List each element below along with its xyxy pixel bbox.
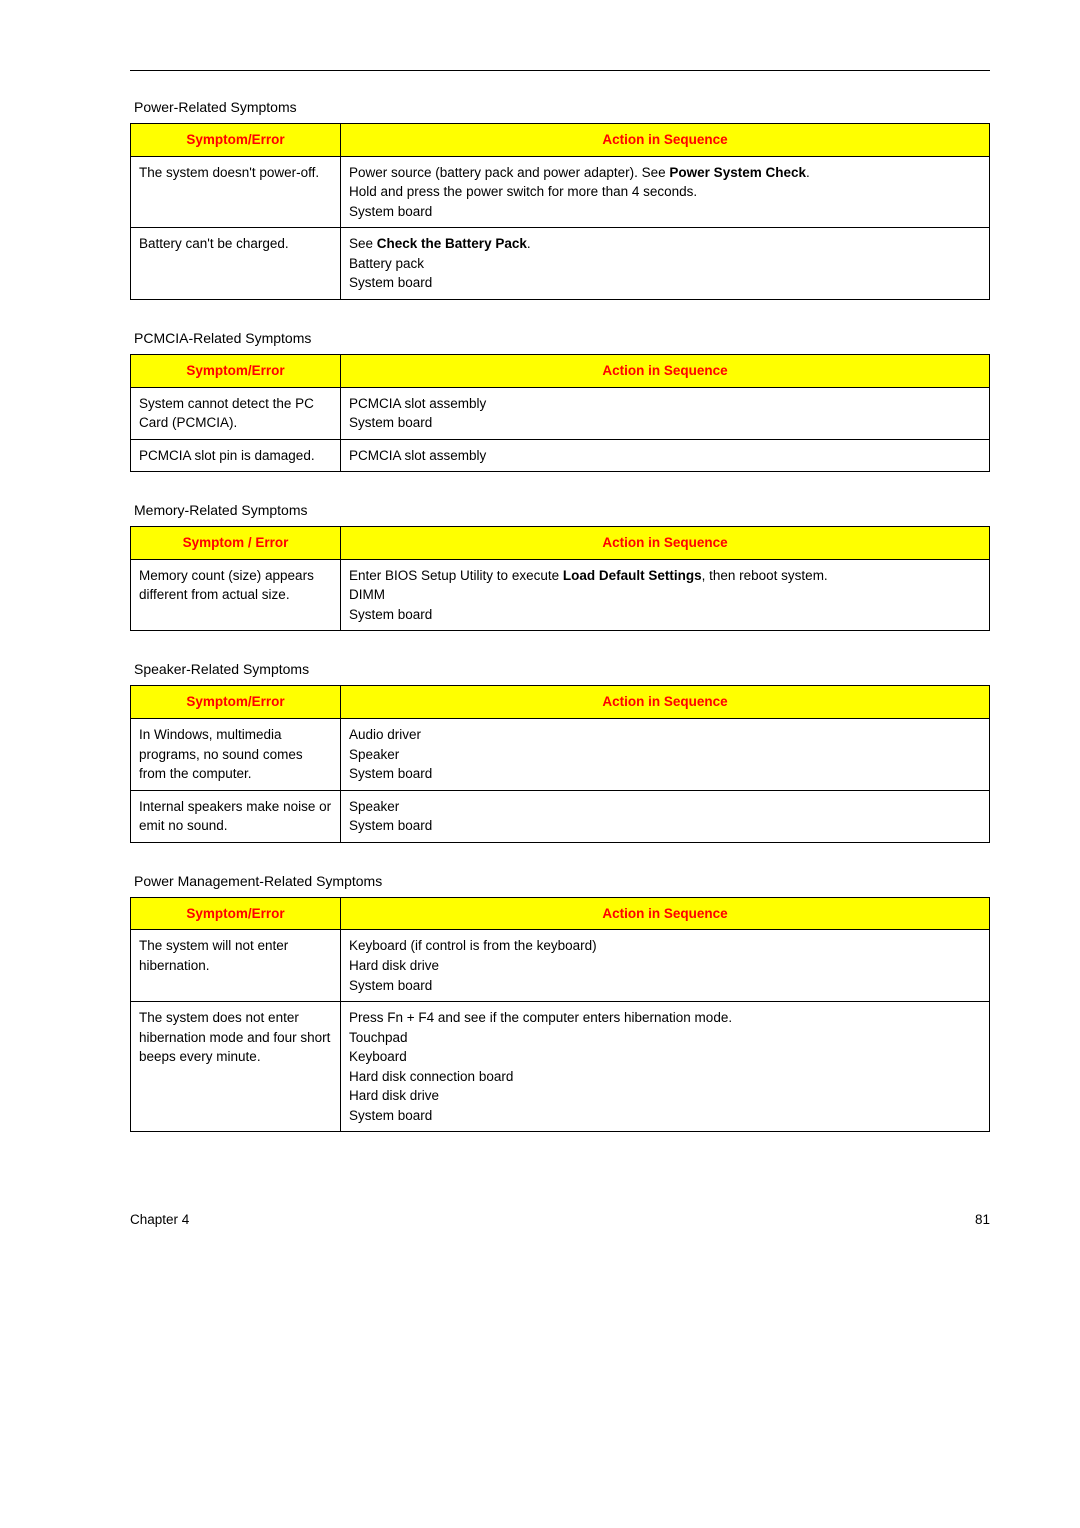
cell-symptom: In Windows, multimedia programs, no soun… — [131, 719, 341, 791]
text: Hard disk drive — [349, 958, 439, 973]
table-row: The system will not enter hibernation. K… — [131, 930, 990, 1002]
cell-symptom: Memory count (size) appears different fr… — [131, 559, 341, 631]
text: Hard disk connection board — [349, 1069, 513, 1084]
cell-action: Power source (battery pack and power ada… — [341, 156, 990, 228]
text: . — [527, 236, 531, 251]
page-footer: Chapter 4 81 — [130, 1212, 990, 1227]
cell-symptom: Internal speakers make noise or emit no … — [131, 790, 341, 842]
bold-text: Check the Battery Pack — [377, 236, 527, 251]
bold-text: Power System Check — [669, 165, 806, 180]
footer-right: 81 — [975, 1212, 990, 1227]
text: Keyboard (if control is from the keyboar… — [349, 938, 597, 953]
table-row: System cannot detect the PC Card (PCMCIA… — [131, 387, 990, 439]
text: Touchpad — [349, 1030, 408, 1045]
text: Keyboard — [349, 1049, 407, 1064]
text: System board — [349, 607, 432, 622]
text: PCMCIA slot assembly — [349, 448, 486, 463]
cell-symptom: Battery can't be charged. — [131, 228, 341, 300]
cell-action: Speaker System board — [341, 790, 990, 842]
text: Hold and press the power switch for more… — [349, 184, 697, 199]
cell-symptom: PCMCIA slot pin is damaged. — [131, 439, 341, 472]
cell-action: Audio driver Speaker System board — [341, 719, 990, 791]
section-speaker: Speaker-Related Symptoms Symptom/Error A… — [130, 661, 990, 842]
text: Audio driver — [349, 727, 421, 742]
th-action: Action in Sequence — [341, 686, 990, 719]
cell-action: PCMCIA slot assembly System board — [341, 387, 990, 439]
th-action: Action in Sequence — [341, 354, 990, 387]
text: Battery pack — [349, 256, 424, 271]
cell-symptom: System cannot detect the PC Card (PCMCIA… — [131, 387, 341, 439]
th-symptom: Symptom / Error — [131, 527, 341, 560]
th-symptom: Symptom/Error — [131, 686, 341, 719]
cell-symptom: The system doesn't power-off. — [131, 156, 341, 228]
top-rule — [130, 70, 990, 71]
table-row: Internal speakers make noise or emit no … — [131, 790, 990, 842]
text: DIMM — [349, 587, 385, 602]
table-row: Battery can't be charged. See Check the … — [131, 228, 990, 300]
text: Power source (battery pack and power ada… — [349, 165, 669, 180]
text: System board — [349, 415, 432, 430]
text: System board — [349, 766, 432, 781]
footer-left: Chapter 4 — [130, 1212, 189, 1227]
text: System board — [349, 978, 432, 993]
cell-action: Enter BIOS Setup Utility to execute Load… — [341, 559, 990, 631]
text: . — [806, 165, 810, 180]
table-memory: Symptom / Error Action in Sequence Memor… — [130, 526, 990, 631]
text: Hard disk drive — [349, 1088, 439, 1103]
text: System board — [349, 1108, 432, 1123]
text: Press Fn + F4 and see if the computer en… — [349, 1010, 732, 1025]
table-row: Memory count (size) appears different fr… — [131, 559, 990, 631]
cell-symptom: The system does not enter hibernation mo… — [131, 1002, 341, 1132]
text: System board — [349, 818, 432, 833]
cell-action: See Check the Battery Pack. Battery pack… — [341, 228, 990, 300]
section-title-power: Power-Related Symptoms — [134, 99, 990, 115]
cell-action: PCMCIA slot assembly — [341, 439, 990, 472]
section-pcmcia: PCMCIA-Related Symptoms Symptom/Error Ac… — [130, 330, 990, 472]
section-memory: Memory-Related Symptoms Symptom / Error … — [130, 502, 990, 631]
th-action: Action in Sequence — [341, 897, 990, 930]
th-symptom: Symptom/Error — [131, 897, 341, 930]
section-title-memory: Memory-Related Symptoms — [134, 502, 990, 518]
cell-symptom: The system will not enter hibernation. — [131, 930, 341, 1002]
table-speaker: Symptom/Error Action in Sequence In Wind… — [130, 685, 990, 842]
text: Speaker — [349, 747, 399, 762]
table-pcmcia: Symptom/Error Action in Sequence System … — [130, 354, 990, 472]
table-powermgmt: Symptom/Error Action in Sequence The sys… — [130, 897, 990, 1133]
section-title-powermgmt: Power Management-Related Symptoms — [134, 873, 990, 889]
table-power: Symptom/Error Action in Sequence The sys… — [130, 123, 990, 300]
text: Enter BIOS Setup Utility to execute — [349, 568, 563, 583]
th-action: Action in Sequence — [341, 124, 990, 157]
section-title-speaker: Speaker-Related Symptoms — [134, 661, 990, 677]
text: System board — [349, 204, 432, 219]
text: See — [349, 236, 377, 251]
table-row: The system doesn't power-off. Power sour… — [131, 156, 990, 228]
table-row: In Windows, multimedia programs, no soun… — [131, 719, 990, 791]
section-powermgmt: Power Management-Related Symptoms Sympto… — [130, 873, 990, 1133]
table-row: PCMCIA slot pin is damaged. PCMCIA slot … — [131, 439, 990, 472]
bold-text: Load Default Settings — [563, 568, 702, 583]
th-symptom: Symptom/Error — [131, 354, 341, 387]
section-power: Power-Related Symptoms Symptom/Error Act… — [130, 99, 990, 300]
text: System board — [349, 275, 432, 290]
text: , then reboot system. — [702, 568, 828, 583]
cell-action: Keyboard (if control is from the keyboar… — [341, 930, 990, 1002]
th-symptom: Symptom/Error — [131, 124, 341, 157]
section-title-pcmcia: PCMCIA-Related Symptoms — [134, 330, 990, 346]
cell-action: Press Fn + F4 and see if the computer en… — [341, 1002, 990, 1132]
table-row: The system does not enter hibernation mo… — [131, 1002, 990, 1132]
text: Speaker — [349, 799, 399, 814]
text: PCMCIA slot assembly — [349, 396, 486, 411]
th-action: Action in Sequence — [341, 527, 990, 560]
